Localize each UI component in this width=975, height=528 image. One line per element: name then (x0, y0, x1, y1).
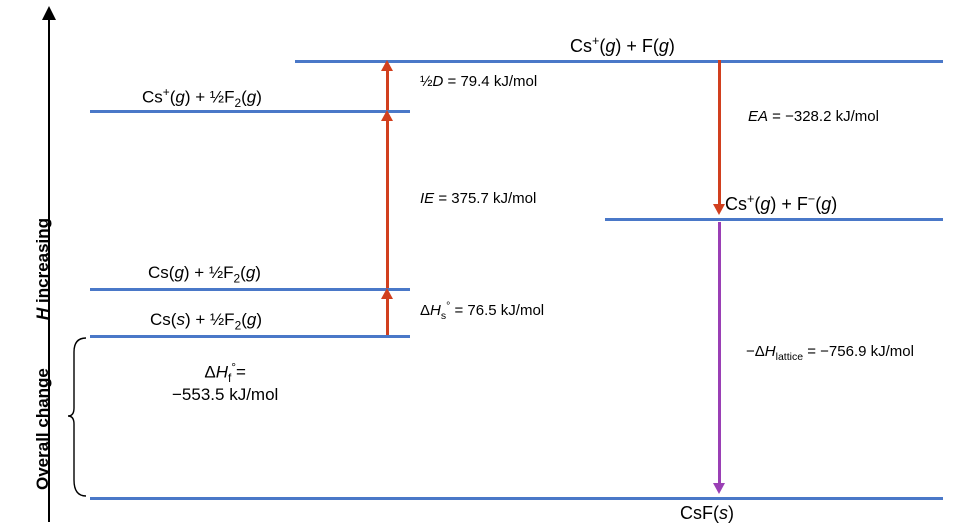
level-cs-solid (90, 335, 410, 338)
label-electron-aff: EA = −328.2 kJ/mol (748, 108, 879, 125)
axis-arrowhead (42, 6, 56, 20)
axis-label-overall: Overall change (33, 368, 53, 490)
level-cs-ion-f-neg (605, 218, 943, 221)
level-cs-ion-f2 (90, 110, 410, 113)
label-cs-gas: Cs(g) + ½F2(g) (148, 263, 261, 285)
axis-label-h-increasing: H increasing (33, 218, 53, 320)
arrow-ionization (386, 119, 389, 288)
level-csf-solid (90, 497, 943, 500)
overall-change-brace (66, 336, 90, 500)
label-dissociation: ½D = 79.4 kJ/mol (420, 73, 537, 90)
arrow-lattice (718, 222, 721, 485)
arrow-sublimation (386, 297, 389, 335)
label-sublimation: ΔHs° = 76.5 kJ/mol (420, 300, 544, 322)
label-lattice: −ΔHlattice = −756.9 kJ/mol (746, 343, 914, 363)
label-delta-hf: ΔHf°= −553.5 kJ/mol (172, 360, 278, 405)
label-csf-solid: CsF(s) (680, 503, 734, 524)
label-cs-solid: Cs(s) + ½F2(g) (150, 310, 262, 332)
label-cs-ion-f-gas: Cs+(g) + F(g) (570, 34, 675, 57)
arrow-dissociation (386, 69, 389, 110)
level-cs-gas (90, 288, 410, 291)
label-ionization: IE = 375.7 kJ/mol (420, 190, 536, 207)
label-cs-ion-f-neg: Cs+(g) + F−(g) (725, 192, 837, 215)
label-cs-ion-f2: Cs+(g) + ½F2(g) (142, 85, 262, 110)
arrow-electron-aff (718, 60, 721, 206)
